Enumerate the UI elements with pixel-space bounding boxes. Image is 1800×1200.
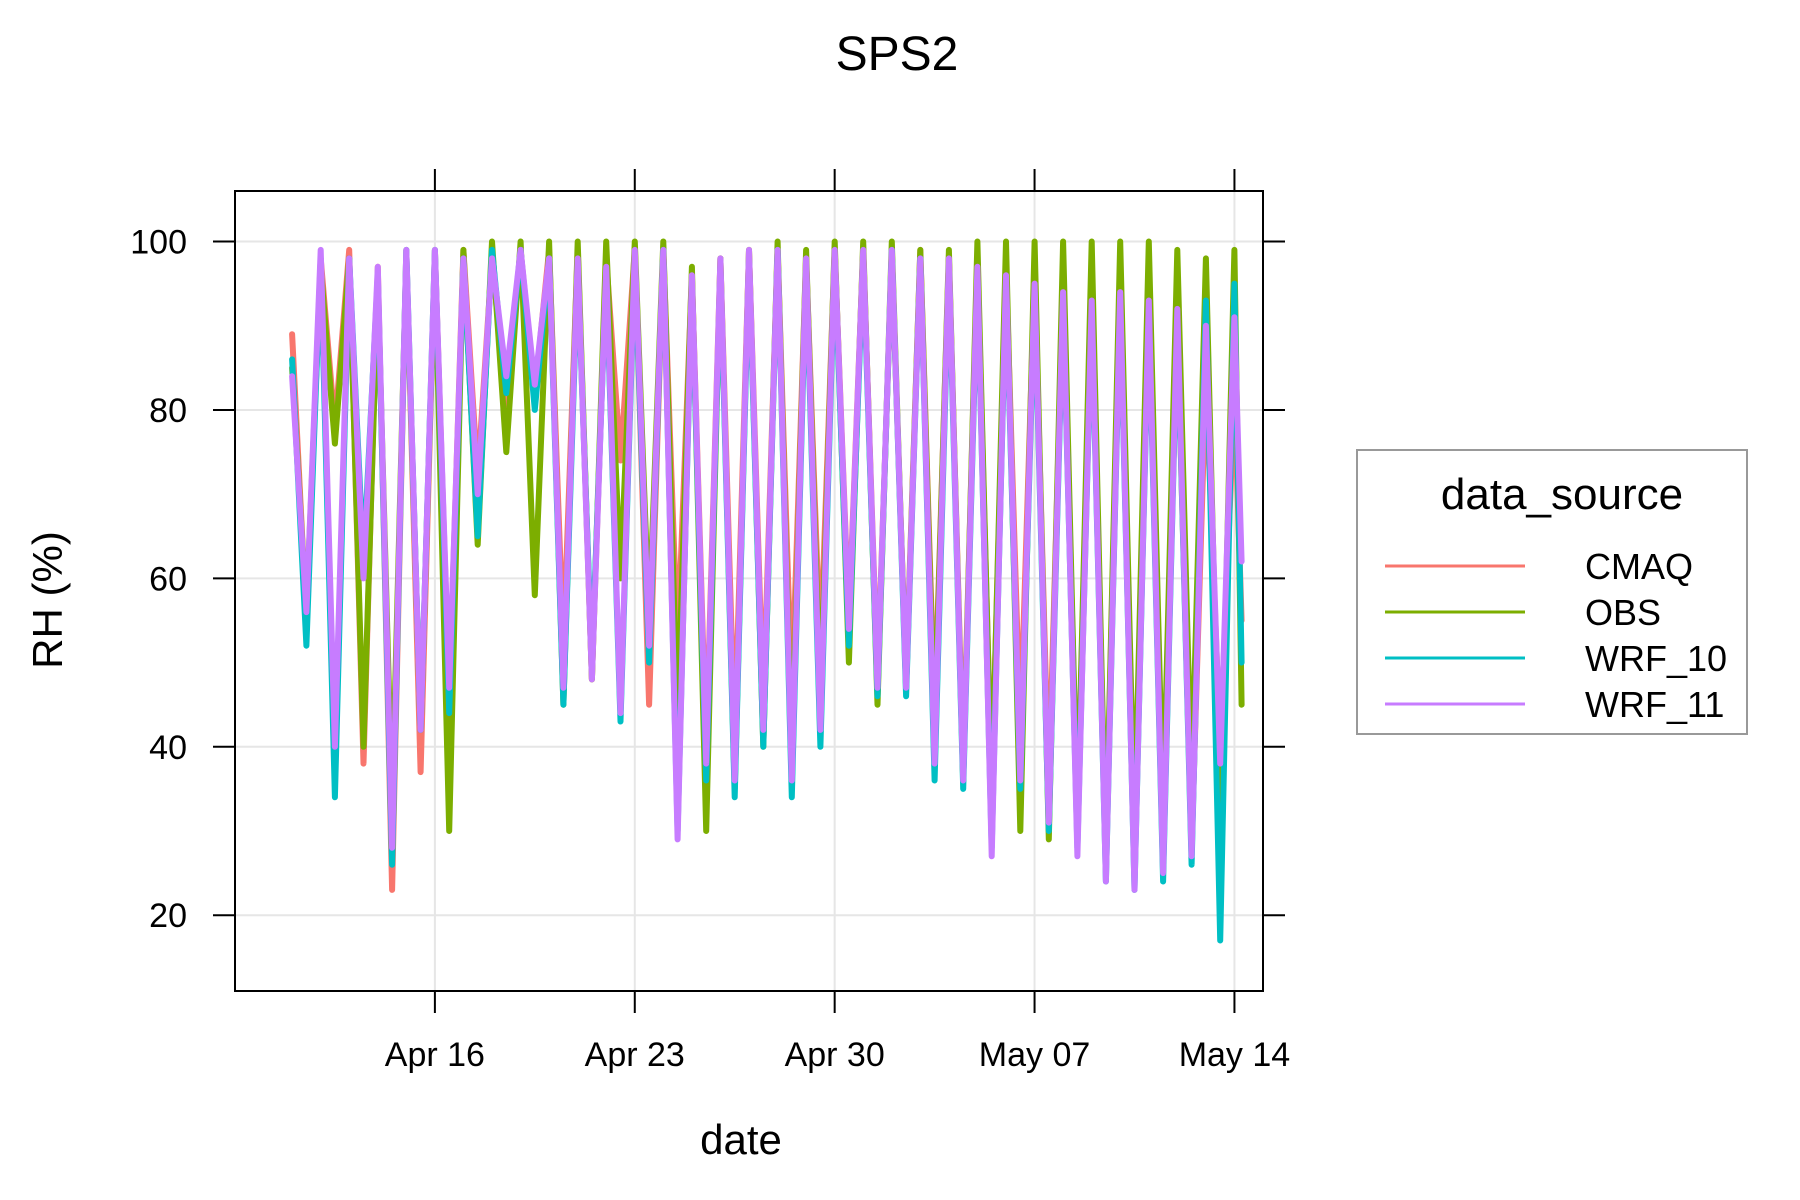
plot-frame [234, 190, 1264, 992]
legend-label-wrf-10: WRF_10 [1585, 638, 1727, 679]
y-tick-label: 20 [149, 897, 187, 935]
x-tick-label: Apr 30 [785, 1036, 885, 1074]
x-tick-label: Apr 23 [585, 1036, 685, 1074]
x-tick-label: May 14 [1179, 1036, 1291, 1074]
legend-box [1356, 449, 1748, 735]
y-tick-label: 40 [149, 729, 187, 767]
series-line-wrf-11 [289, 246, 1245, 893]
legend-label-cmaq: CMAQ [1585, 546, 1693, 587]
legend-title: data_source [1441, 470, 1683, 519]
x-tick-label: Apr 16 [385, 1036, 485, 1074]
y-axis-label: RH (%) [24, 531, 71, 669]
legend-label-wrf-11: WRF_11 [1585, 684, 1724, 725]
x-tick-label: May 07 [979, 1036, 1091, 1074]
x-axis-label: date [700, 1116, 782, 1163]
legend: data_source CMAQ OBS WRF_10 WRF_11 [1356, 449, 1748, 735]
y-tick-label: 80 [149, 392, 187, 430]
chart-title: SPS2 [836, 28, 959, 81]
axes: 20 40 60 80 100 Apr 16 Apr 23 Apr 30 May 07 May 1… [130, 169, 1290, 1074]
y-tick-label: 100 [130, 224, 187, 262]
y-tick-label: 60 [149, 560, 187, 598]
legend-label-obs: OBS [1585, 592, 1661, 633]
series-lines [289, 238, 1245, 944]
